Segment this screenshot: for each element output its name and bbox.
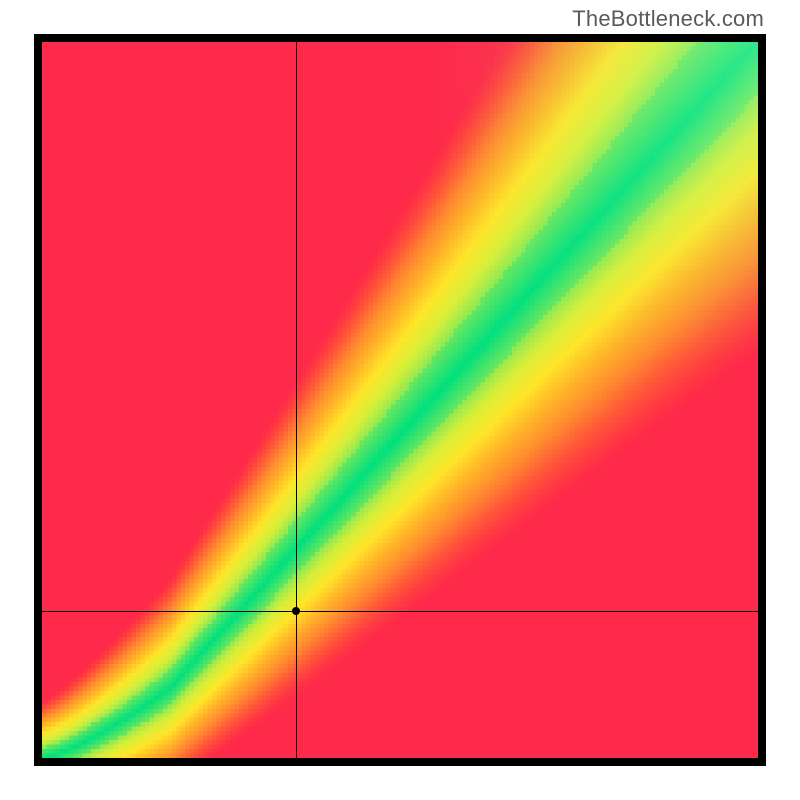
crosshair-marker-dot xyxy=(292,607,300,615)
crosshair-vertical xyxy=(296,42,297,758)
plot-area xyxy=(42,42,758,758)
plot-frame xyxy=(34,34,766,766)
image-root: TheBottleneck.com xyxy=(0,0,800,800)
watermark-text: TheBottleneck.com xyxy=(572,6,764,32)
heatmap-canvas xyxy=(42,42,758,758)
crosshair-horizontal xyxy=(42,611,758,612)
